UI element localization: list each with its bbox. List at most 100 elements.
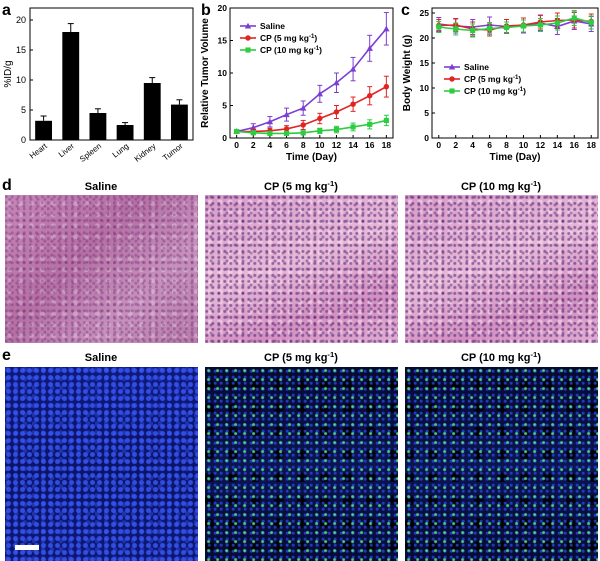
chart-b-legend-marker	[244, 22, 252, 29]
chart-c-xtick-label: 14	[553, 140, 563, 150]
chart-a-category-label: Spleen	[78, 141, 103, 163]
chart-c-point	[571, 15, 577, 21]
he-image-cp5	[205, 195, 398, 343]
chart-b-xtick-label: 10	[315, 140, 325, 150]
chart-a-category-label: Heart	[28, 141, 50, 161]
chart-a-frame	[29, 7, 194, 141]
chart-b-legend-label-sup: -1	[314, 45, 320, 52]
chart-a-ytick-label: 15	[16, 45, 26, 55]
chart-b-series-2	[234, 114, 389, 137]
chart-a-ytick-label: 20	[16, 15, 26, 25]
chart-b-ylabel: Relative Tumor Volume	[200, 18, 211, 128]
chart-c-ytick-label: 5	[424, 108, 429, 118]
chart-b-point	[316, 90, 324, 97]
chart-b-point	[367, 121, 373, 127]
chart-a-ytick-label: 0	[21, 135, 26, 145]
chart-c-series-0	[435, 12, 595, 35]
chart-b-point	[267, 130, 273, 137]
chart-c-frame	[431, 7, 599, 139]
chart-b-point	[333, 126, 340, 133]
chart-c-point	[453, 26, 459, 32]
chart-c-series-1	[436, 11, 594, 37]
chart-b-series-line	[236, 119, 387, 135]
chart-a-bar	[170, 104, 188, 140]
chart-a-ytick-label: 5	[21, 105, 26, 115]
chart-c-legend-label-tail: )	[523, 86, 526, 96]
he-image-saline	[5, 195, 198, 343]
chart-b-point	[283, 126, 290, 132]
chart-c-ytick-label: 15	[420, 58, 430, 68]
chart-b-legend-label: CP (10 mg kg-1)	[260, 45, 322, 56]
chart-c-point	[554, 20, 560, 26]
chart-c-legend-marker	[449, 76, 455, 82]
e-title-base: CP (5 mg kg	[264, 352, 327, 364]
chart-c-point	[537, 22, 543, 28]
chart-c-series-line	[438, 17, 592, 32]
chart-a-bar	[62, 32, 80, 140]
chart-a-bar	[89, 113, 107, 140]
chart-c-xtick-label: 16	[570, 140, 580, 150]
chart-b-legend-label-tail: )	[319, 45, 322, 55]
chart-b-legend-marker	[245, 47, 251, 53]
chart-b-point	[300, 122, 306, 128]
chart-c-legend-label-base: CP (10 mg kg	[464, 86, 518, 96]
chart-b-point	[234, 128, 240, 135]
chart-b-legend-label-base: CP (5 mg kg	[260, 33, 309, 43]
chart-b-point	[349, 65, 357, 72]
chart-b-point	[333, 79, 340, 86]
fluorescence-image-saline	[5, 367, 198, 561]
panel-label-c: c	[401, 2, 410, 19]
chart-b-frame	[229, 7, 394, 139]
e-title-1: CP (5 mg kg-1)	[264, 350, 338, 365]
e-title-0: Saline	[85, 352, 117, 364]
chart-b-ytick-label: 10	[218, 68, 228, 78]
chart-b-legend-label: Saline	[260, 21, 285, 31]
chart-b-xtick-label: 18	[382, 140, 392, 150]
e-title-sup: -1	[327, 350, 335, 359]
chart-c-ytick-label: 10	[420, 83, 430, 93]
chart-b-point	[383, 83, 390, 90]
panel-label-e: e	[2, 347, 11, 364]
chart-c-legend-label-base: CP (5 mg kg	[464, 74, 513, 84]
chart-b-xtick-label: 6	[284, 140, 289, 150]
chart-c-xtick-label: 12	[536, 140, 546, 150]
d-title-base: CP (10 mg kg	[461, 181, 531, 193]
chart-c-xtick-label: 2	[453, 140, 458, 150]
chart-c-xlabel: Time (Day)	[490, 152, 541, 163]
chart-c-point	[436, 24, 442, 30]
chart-b-legend-label-base: CP (10 mg kg	[260, 45, 314, 55]
chart-c-point	[503, 24, 510, 31]
chart-c-series-line	[438, 19, 592, 31]
chart-b-ytick-label: 0	[222, 133, 227, 143]
chart-b-point	[350, 124, 356, 130]
chart-c-xtick-label: 0	[436, 140, 441, 150]
d-title-1: CP (5 mg kg-1)	[264, 179, 338, 194]
chart-c-legend-label: CP (10 mg kg-1)	[464, 86, 526, 97]
d-title-2: CP (10 mg kg-1)	[461, 179, 541, 194]
chart-a-ytick-label: 10	[16, 75, 26, 85]
chart-b-legend-label-base: Saline	[260, 21, 285, 31]
chart-c-xtick-label: 10	[519, 140, 529, 150]
chart-c-xtick-label: 4	[470, 140, 475, 150]
chart-c-legend-label-base: Saline	[464, 62, 489, 72]
chart-c-xtick-label: 18	[586, 140, 596, 150]
chart-b-series-line	[236, 28, 387, 133]
chart-b-point	[317, 115, 323, 122]
chart-c-xtick-label: 8	[504, 140, 509, 150]
chart-b-point	[317, 128, 323, 134]
chart-b-legend-label-sup: -1	[309, 33, 315, 40]
chart-b-point	[300, 130, 306, 136]
chart-c-legend-marker	[448, 63, 456, 70]
chart-c-ytick-label: 0	[424, 133, 429, 143]
d-title-base: Saline	[85, 181, 117, 193]
chart-c-legend-marker	[449, 88, 455, 94]
chart-c-series-2	[436, 10, 594, 38]
e-title-base: Saline	[85, 352, 117, 364]
chart-c-body-weight: 0 5 10 15 20 25 0 2 4 6 8 10 12 14 16 18 Time (Day) Body …	[402, 7, 599, 163]
e-title-tail: )	[334, 352, 338, 364]
chart-a-category-label: Liver	[57, 141, 76, 159]
he-stain-titles: Saline CP (5 mg kg-1) CP (10 mg kg-1)	[85, 179, 542, 194]
e-title-tail: )	[537, 352, 541, 364]
chart-b-series-0	[233, 12, 390, 135]
